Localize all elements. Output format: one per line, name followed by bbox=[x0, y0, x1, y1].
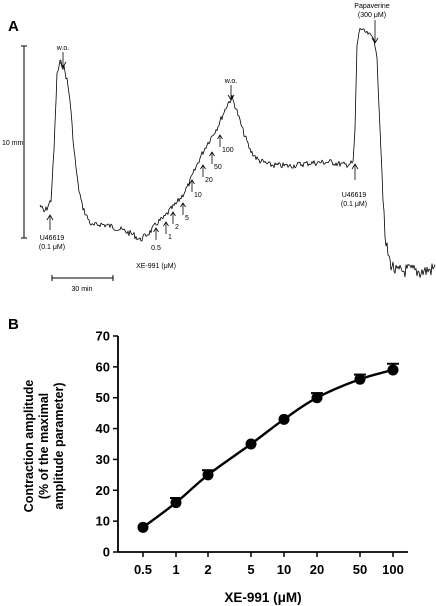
data-point bbox=[311, 392, 323, 404]
panel-b-letter: B bbox=[8, 316, 19, 333]
data-point bbox=[354, 373, 366, 385]
dose-label: 20 bbox=[205, 177, 213, 184]
data-point bbox=[202, 469, 214, 481]
x-ticks: 0.5 1 2 5 10 20 50 100 bbox=[134, 552, 404, 577]
y-tick-label: 60 bbox=[96, 359, 110, 374]
dose-arrow-head bbox=[200, 164, 206, 170]
agonist-conc-2: (0.1 μM) bbox=[341, 201, 367, 208]
dose-arrow-head bbox=[170, 211, 176, 217]
data-points bbox=[137, 362, 399, 533]
tension-trace bbox=[39, 27, 436, 278]
washout-arrow-2 bbox=[227, 85, 235, 101]
vertical-scale-bar bbox=[21, 45, 27, 239]
x-tick-label: 100 bbox=[382, 562, 404, 577]
dose-label: 50 bbox=[214, 164, 222, 171]
y-axis-label-line: amplitude parameter) bbox=[52, 382, 66, 509]
dose-arrow-head bbox=[163, 221, 169, 227]
tension-trace-panel: 10 mm 30 min w.o. U46619 (0.1 μM) 0.5125… bbox=[2, 3, 436, 293]
y-tick-label: 20 bbox=[96, 483, 110, 498]
horizontal-scale-label: 30 min bbox=[71, 286, 92, 293]
x-tick-label: 1 bbox=[172, 562, 179, 577]
dose-arrow-head bbox=[209, 151, 215, 157]
data-point bbox=[245, 438, 257, 450]
agonist-label-1: U46619 bbox=[40, 235, 65, 242]
data-point bbox=[387, 364, 399, 376]
relaxant-arrow bbox=[371, 20, 379, 44]
horizontal-scale-bar bbox=[51, 275, 114, 281]
y-tick-label: 0 bbox=[103, 545, 110, 560]
agonist-arrow-1 bbox=[46, 214, 54, 230]
panel-a-letter: A bbox=[8, 18, 19, 35]
dose-label: 1 bbox=[168, 234, 172, 241]
x-axis-label: XE-991 (μM) bbox=[224, 590, 301, 605]
data-point bbox=[170, 497, 182, 509]
x-tick-label: 50 bbox=[353, 562, 367, 577]
dose-label: 100 bbox=[222, 147, 234, 154]
y-tick-label: 10 bbox=[96, 514, 110, 529]
dose-arrow-head bbox=[217, 134, 223, 140]
dose-arrow-head bbox=[180, 202, 186, 208]
y-tick-label: 70 bbox=[96, 329, 110, 344]
dose-label: 0.5 bbox=[151, 245, 161, 252]
vertical-scale-label: 10 mm bbox=[2, 140, 24, 147]
agonist-arrow-2 bbox=[351, 163, 359, 180]
agonist-conc-1: (0.1 μM) bbox=[39, 244, 65, 251]
dose-label: 5 bbox=[185, 215, 189, 222]
drug-label: XE-991 (μM) bbox=[136, 263, 176, 270]
washout-arrow-1 bbox=[59, 52, 67, 68]
relaxant-conc: (300 μM) bbox=[358, 12, 386, 19]
x-tick-label: 2 bbox=[204, 562, 211, 577]
y-axis-label-line: Contraction amplitude bbox=[22, 380, 36, 513]
dose-label: 2 bbox=[175, 224, 179, 231]
relaxant-label: Papaverine bbox=[354, 3, 390, 10]
washout-label-1: w.o. bbox=[56, 45, 70, 52]
agonist-label-2: U46619 bbox=[342, 192, 367, 199]
y-tick-label: 40 bbox=[96, 421, 110, 436]
x-tick-label: 5 bbox=[247, 562, 254, 577]
y-tick-label: 30 bbox=[96, 452, 110, 467]
x-tick-label: 10 bbox=[277, 562, 291, 577]
dose-label: 10 bbox=[194, 192, 202, 199]
y-ticks: 0 10 20 30 40 50 60 70 bbox=[96, 329, 118, 560]
y-tick-label: 50 bbox=[96, 390, 110, 405]
y-axis-label: Contraction amplitude(% of the maximalam… bbox=[22, 380, 66, 513]
dose-arrow-head bbox=[153, 227, 159, 233]
concentration-response-chart: 0 10 20 30 40 50 60 70 0.5 1 2 5 10 20 50 100 Contract… bbox=[22, 329, 408, 605]
data-point bbox=[137, 521, 149, 533]
data-point bbox=[278, 413, 290, 425]
dose-arrow-head bbox=[189, 179, 195, 185]
y-axis-label-line: (% of the maximal bbox=[37, 393, 51, 499]
x-tick-label: 0.5 bbox=[134, 562, 152, 577]
washout-label-2: w.o. bbox=[224, 78, 238, 85]
x-tick-label: 20 bbox=[310, 562, 324, 577]
